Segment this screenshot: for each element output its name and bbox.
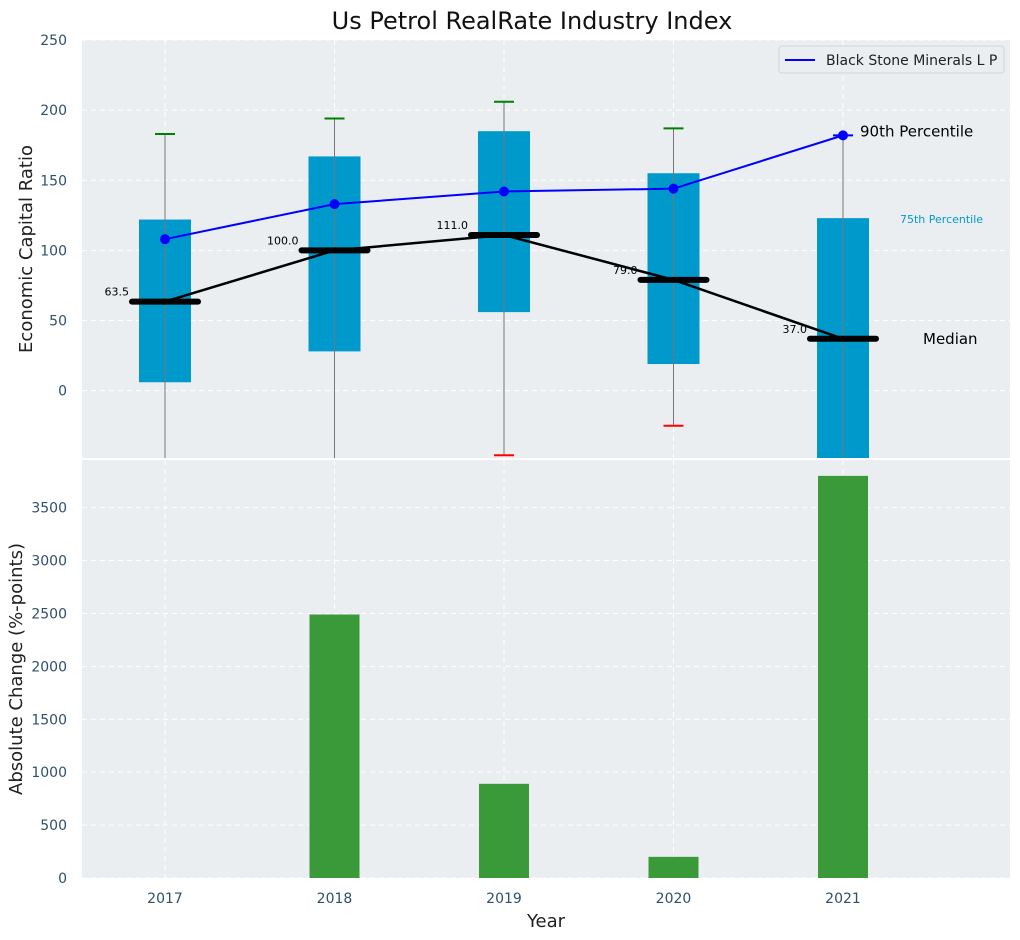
bottom-y-tick-label: 500 <box>40 818 67 834</box>
chart-title: Us Petrol RealRate Industry Index <box>332 7 733 35</box>
bar-2018 <box>309 614 360 878</box>
p90-annotation: 90th Percentile <box>860 122 973 140</box>
bottom-y-tick-label: 0 <box>58 871 67 887</box>
bar-2021 <box>818 475 868 878</box>
bottom-y-axis-label: Absolute Change (%-points) <box>6 543 27 795</box>
bottom-y-tick-label: 3000 <box>31 554 67 570</box>
bottom-y-tick-label: 2500 <box>31 606 67 622</box>
bottom-plot-area <box>82 460 1010 878</box>
bottom-grid <box>82 460 1010 879</box>
legend-label: Black Stone Minerals L P <box>826 53 997 69</box>
legend-box <box>778 45 1005 74</box>
x-tick-labels: 2017 2018 2019 2020 2021 <box>147 891 861 907</box>
x-tick-label: 2018 <box>317 891 353 907</box>
top-y-tick-label: 150 <box>40 173 67 189</box>
top-plot-area <box>82 40 1010 458</box>
bar-2019 <box>479 783 529 878</box>
top-y-tick-label: 50 <box>49 314 67 330</box>
percentile-point-2017 <box>160 234 170 245</box>
annotations: 90th Percentile 75th Percentile Median <box>860 122 983 347</box>
x-tick-label: 2017 <box>147 891 183 907</box>
percentile-line-series <box>160 130 848 245</box>
percentile-point-2021 <box>838 130 848 141</box>
top-y-tick-label: 0 <box>58 384 67 400</box>
median-value-label-2019: 111.0 <box>437 219 469 232</box>
bottom-y-tick-label: 3500 <box>31 501 67 517</box>
bar-series <box>309 475 868 878</box>
top-y-tick-labels: 0 50 100 150 200 250 <box>40 33 67 400</box>
median-value-label-2018: 100.0 <box>267 234 299 247</box>
bar-2020 <box>648 856 699 878</box>
bottom-y-tick-labels: 0 500 1000 1500 2000 2500 3000 3500 <box>31 501 67 887</box>
bottom-y-tick-label: 1000 <box>31 765 67 781</box>
x-axis-label: Year <box>526 911 566 932</box>
bottom-y-tick-label: 2000 <box>31 659 67 675</box>
top-y-tick-label: 100 <box>40 243 67 259</box>
box-series <box>139 100 869 458</box>
percentile-point-2018 <box>329 199 340 210</box>
legend: Black Stone Minerals L P <box>778 45 1005 74</box>
bottom-y-tick-label: 1500 <box>31 712 67 728</box>
median-value-label-2020: 79.0 <box>613 264 638 277</box>
median-value-label-2017: 63.5 <box>105 286 130 299</box>
percentile-point-2020 <box>668 183 679 194</box>
median-annotation: Median <box>923 330 978 348</box>
percentile-point-2019 <box>499 186 509 197</box>
median-series: 63.5 100.0 111.0 79.0 37.0 <box>105 219 879 342</box>
top-y-tick-label: 250 <box>40 33 67 49</box>
p75-annotation: 75th Percentile <box>900 213 983 226</box>
top-y-tick-label: 200 <box>40 103 67 119</box>
x-tick-label: 2020 <box>656 891 692 907</box>
median-value-label-2021: 37.0 <box>783 323 808 336</box>
x-tick-label: 2019 <box>486 891 522 907</box>
top-y-axis-label: Economic Capital Ratio <box>16 145 37 353</box>
x-tick-label: 2021 <box>825 891 861 907</box>
top-panel: 0 50 100 150 200 250 63.5 100.0 111.0 79.0 37.0 9… <box>16 33 1010 458</box>
